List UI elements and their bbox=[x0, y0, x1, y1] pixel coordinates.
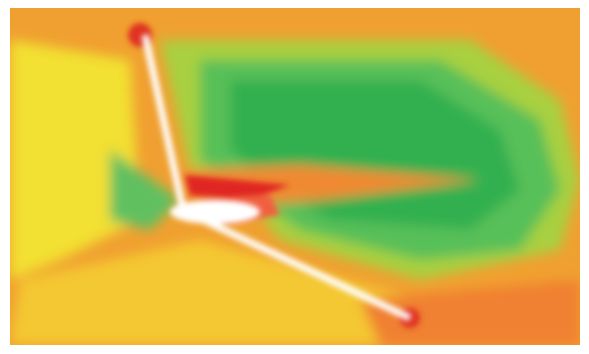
contour-image bbox=[0, 0, 589, 354]
hub bbox=[170, 200, 260, 224]
field bbox=[10, 8, 580, 345]
